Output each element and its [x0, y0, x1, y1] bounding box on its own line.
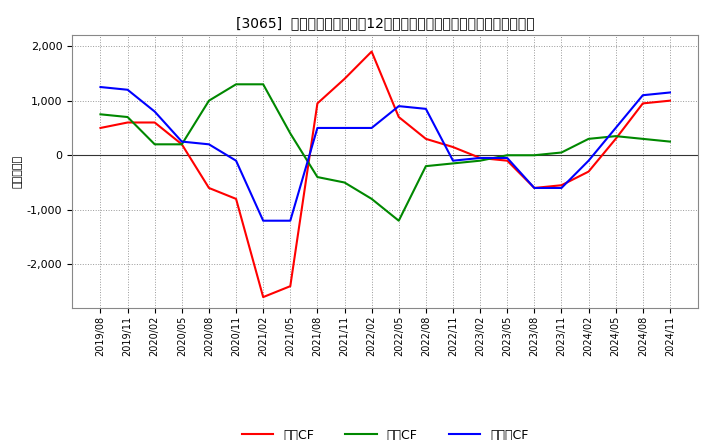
フリーCF: [449, 158, 457, 163]
営業CF: [476, 155, 485, 161]
投資CF: [665, 139, 674, 144]
フリーCF: [665, 90, 674, 95]
フリーCF: [557, 185, 566, 191]
投資CF: [259, 82, 268, 87]
投資CF: [313, 174, 322, 180]
フリーCF: [584, 158, 593, 163]
フリーCF: [313, 125, 322, 131]
フリーCF: [530, 185, 539, 191]
営業CF: [449, 144, 457, 150]
営業CF: [665, 98, 674, 103]
投資CF: [639, 136, 647, 142]
フリーCF: [341, 125, 349, 131]
投資CF: [421, 164, 430, 169]
営業CF: [232, 196, 240, 202]
営業CF: [557, 183, 566, 188]
投資CF: [123, 114, 132, 120]
フリーCF: [232, 158, 240, 163]
営業CF: [367, 49, 376, 54]
営業CF: [611, 136, 620, 142]
フリーCF: [123, 87, 132, 92]
Title: [3065]  キャッシュフローの12か月移動合計の対前年同期増減額の推移: [3065] キャッシュフローの12か月移動合計の対前年同期増減額の推移: [236, 16, 534, 30]
フリーCF: [96, 84, 105, 90]
投資CF: [395, 218, 403, 224]
営業CF: [530, 185, 539, 191]
フリーCF: [367, 125, 376, 131]
フリーCF: [421, 106, 430, 111]
投資CF: [611, 133, 620, 139]
営業CF: [204, 185, 213, 191]
Line: 営業CF: 営業CF: [101, 51, 670, 297]
フリーCF: [639, 92, 647, 98]
フリーCF: [476, 155, 485, 161]
投資CF: [476, 158, 485, 163]
投資CF: [178, 142, 186, 147]
営業CF: [286, 283, 294, 289]
フリーCF: [178, 139, 186, 144]
フリーCF: [286, 218, 294, 224]
投資CF: [584, 136, 593, 142]
投資CF: [367, 196, 376, 202]
Line: 投資CF: 投資CF: [101, 84, 670, 221]
フリーCF: [395, 103, 403, 109]
フリーCF: [503, 155, 511, 161]
フリーCF: [611, 125, 620, 131]
営業CF: [313, 101, 322, 106]
営業CF: [259, 294, 268, 300]
営業CF: [421, 136, 430, 142]
営業CF: [395, 114, 403, 120]
営業CF: [123, 120, 132, 125]
投資CF: [96, 112, 105, 117]
投資CF: [286, 131, 294, 136]
投資CF: [232, 82, 240, 87]
フリーCF: [204, 142, 213, 147]
営業CF: [584, 169, 593, 174]
営業CF: [341, 76, 349, 81]
営業CF: [503, 158, 511, 163]
投資CF: [341, 180, 349, 185]
投資CF: [557, 150, 566, 155]
フリーCF: [150, 109, 159, 114]
Legend: 営業CF, 投資CF, フリーCF: 営業CF, 投資CF, フリーCF: [242, 429, 528, 440]
営業CF: [639, 101, 647, 106]
フリーCF: [259, 218, 268, 224]
営業CF: [150, 120, 159, 125]
投資CF: [150, 142, 159, 147]
投資CF: [530, 153, 539, 158]
Y-axis label: （百万円）: （百万円）: [12, 155, 22, 188]
営業CF: [96, 125, 105, 131]
投資CF: [204, 98, 213, 103]
営業CF: [178, 142, 186, 147]
Line: フリーCF: フリーCF: [101, 87, 670, 221]
投資CF: [449, 161, 457, 166]
投資CF: [503, 153, 511, 158]
